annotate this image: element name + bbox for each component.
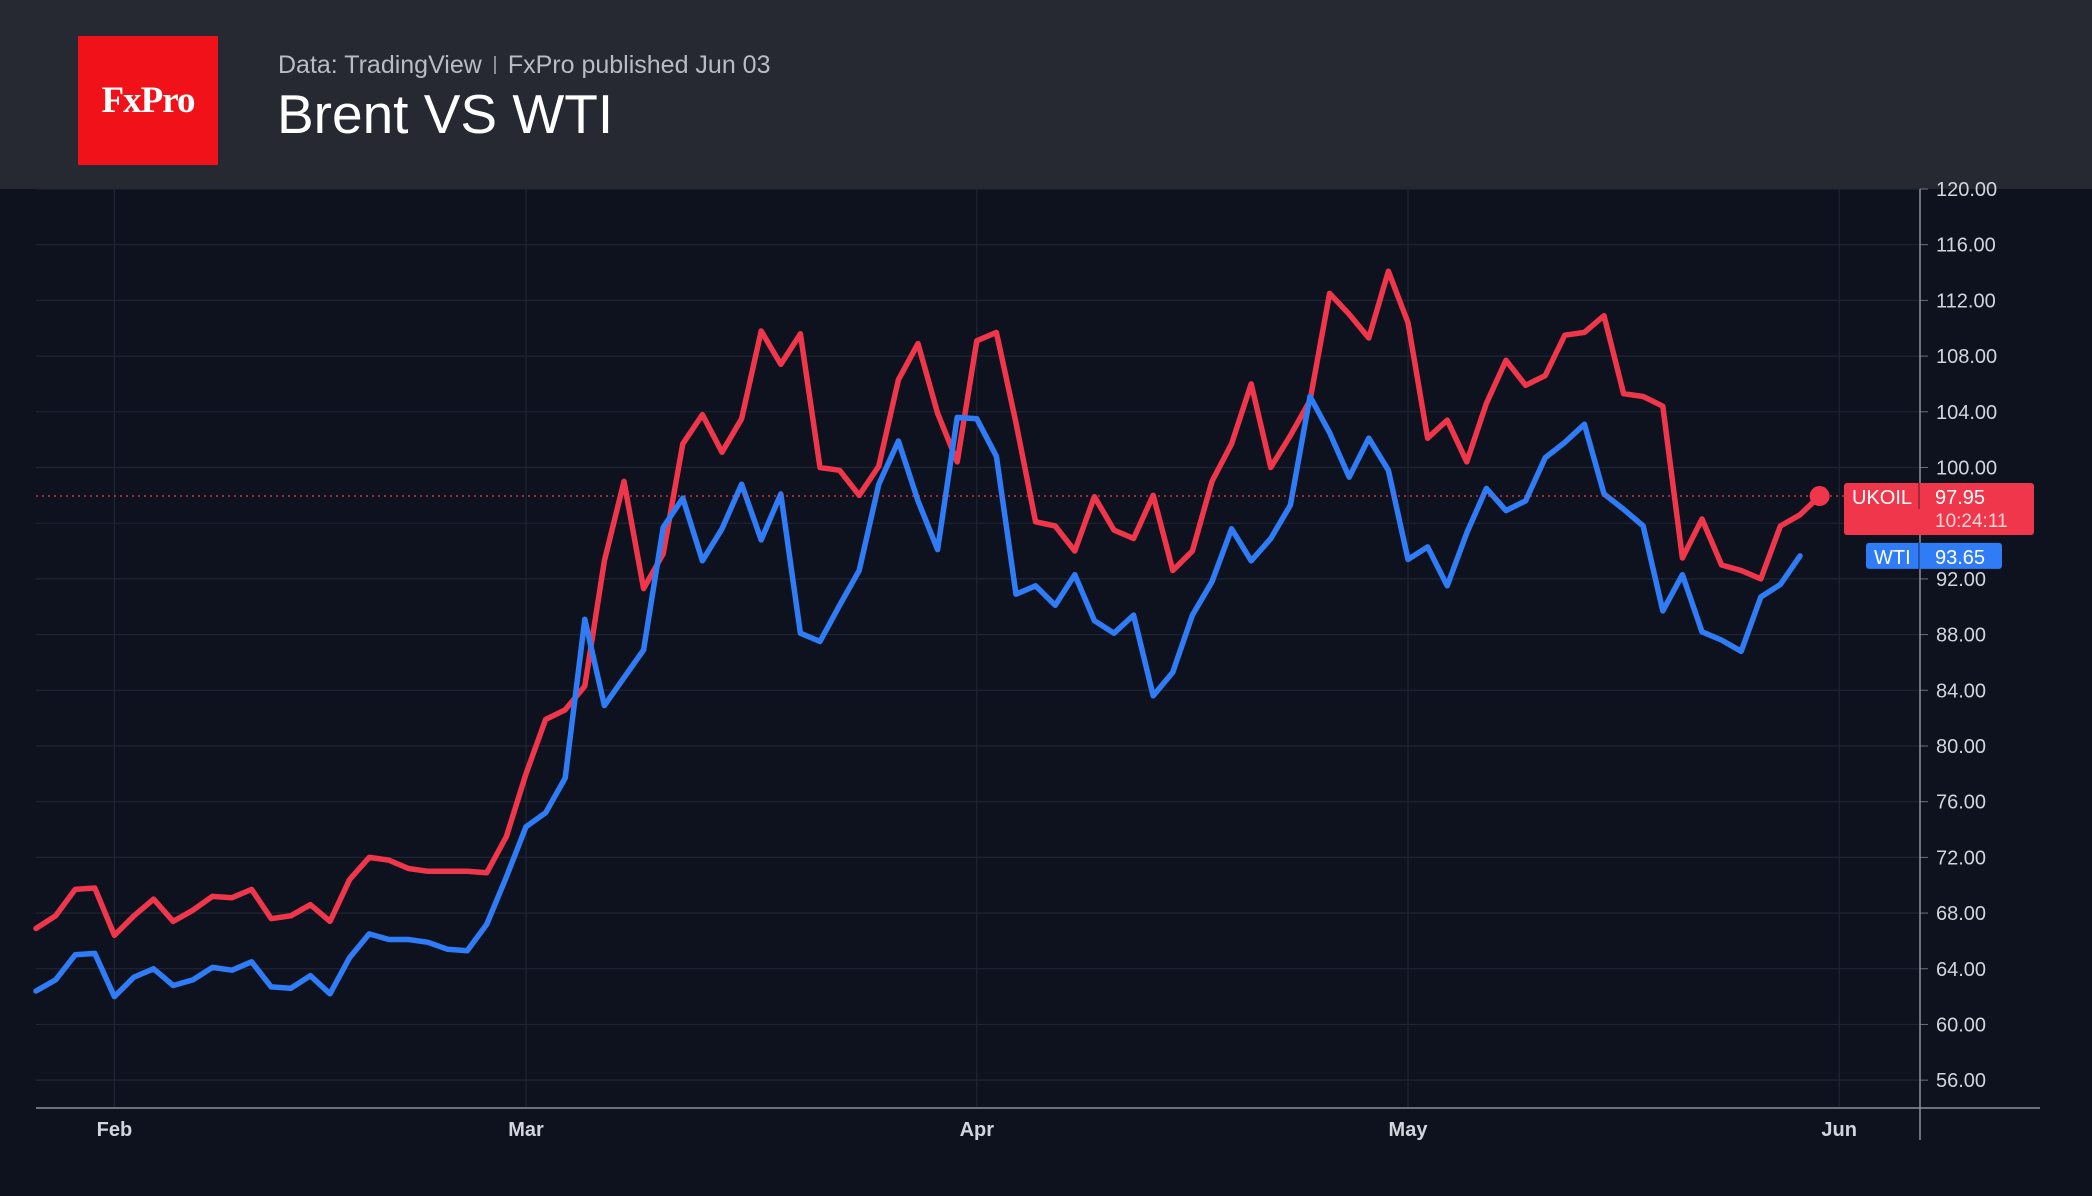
y-axis-ticks: 56.00 60.00 64.00 68.00 72.00 76.00 80.00 84.00… [1936,179,1997,1092]
wti-price-tag [1866,542,2002,569]
data-source: Data: TradingView [278,50,482,79]
series-lines [33,268,1844,1000]
grid [36,188,1920,1108]
series-line-ukoil [33,268,1823,939]
last-price-dot [1809,486,1830,507]
tag-separator [1918,483,1920,510]
y-tick-label: 92.00 [1936,569,1986,591]
chart-meta: Data: TradingView FxPro published Jun 03 [278,50,771,80]
x-tick-label: May [1389,1119,1429,1141]
y-tick-label: 112.00 [1936,290,1996,312]
y-tick-label: 116.00 [1936,235,1996,257]
x-tick-label: Apr [960,1119,995,1141]
y-tick-label: 108.00 [1936,346,1997,368]
logo-text: FxPro [101,80,196,121]
y-tick-label: 80.00 [1936,736,1986,758]
x-tick-label: Mar [508,1119,544,1141]
y-tick-label: 100.00 [1936,457,1997,479]
series-line-wti [33,393,1803,1000]
ukoil-price-tag [1844,483,2034,536]
wti-tag-value: 93.65 [1935,547,1985,569]
header: FxPro Data: TradingView FxPro published … [0,0,2092,189]
x-axis-ticks: Feb Mar Apr May Jun [97,1119,1857,1141]
wti-tag-name: WTI [1874,547,1911,569]
fxpro-logo: FxPro [78,36,218,165]
x-tick-label: Jun [1821,1119,1857,1141]
y-tick-label: 104.00 [1936,402,1997,424]
publisher-line: FxPro published Jun 03 [507,50,771,79]
y-tick-label: 84.00 [1936,680,1986,702]
y-tick-label: 72.00 [1936,847,1986,869]
y-tick-label: 76.00 [1936,792,1986,814]
meta-separator [493,56,496,74]
y-tick-label: 120.00 [1936,179,1997,201]
y-tick-label: 60.00 [1936,1014,1986,1036]
y-tick-label: 64.00 [1936,959,1986,981]
y-tick-label: 68.00 [1936,903,1986,925]
axes [36,188,2040,1140]
ukoil-tag-countdown: 10:24:11 [1935,511,2008,532]
tag-separator [1918,542,1920,569]
ukoil-tag-name: UKOIL [1852,487,1912,509]
y-tick-label: 56.00 [1936,1070,1986,1092]
chart-title: Brent VS WTI [277,83,614,145]
y-tick-label: 88.00 [1936,625,1986,647]
x-tick-label: Feb [97,1119,133,1141]
ukoil-tag-value: 97.95 [1935,487,1985,509]
